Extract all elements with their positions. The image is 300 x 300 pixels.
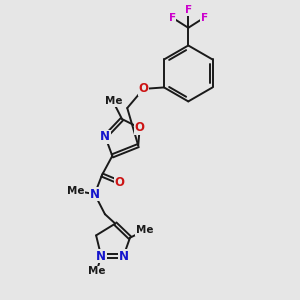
Text: Me: Me (136, 225, 153, 236)
Text: O: O (138, 82, 148, 95)
Text: Me: Me (88, 266, 106, 276)
Text: O: O (135, 122, 145, 134)
Text: F: F (169, 13, 176, 22)
Text: F: F (201, 13, 208, 22)
Text: N: N (96, 250, 106, 262)
Text: Me: Me (105, 96, 122, 106)
Text: N: N (90, 188, 100, 201)
Text: N: N (118, 250, 128, 262)
Text: O: O (115, 176, 125, 189)
Text: Me: Me (67, 186, 84, 196)
Text: F: F (185, 5, 192, 15)
Text: N: N (100, 130, 110, 143)
